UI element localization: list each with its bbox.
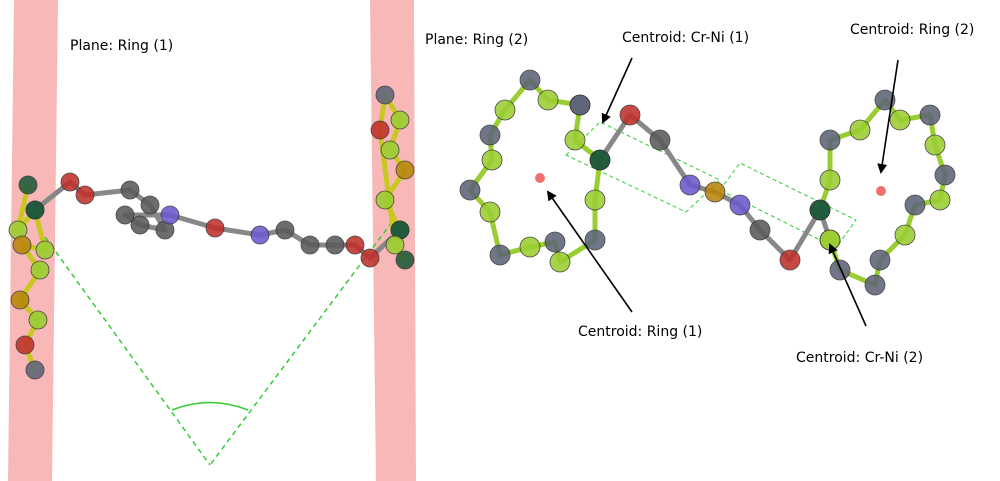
atom [590,150,610,170]
atom [376,191,394,209]
atom [460,180,480,200]
atom [361,249,379,267]
label: Centroid: Cr-Ni (1) [622,30,749,46]
angle-arc [172,403,248,411]
atom [326,236,344,254]
figure: Plane: Ring (1) Plane: Ring (2) Centroid… [0,0,1000,481]
atom [13,236,31,254]
atom [482,150,502,170]
atom [895,225,915,245]
atom [935,165,955,185]
atom [346,236,364,254]
atom [570,95,590,115]
atom [26,361,44,379]
atom [680,175,700,195]
atom [161,206,179,224]
atom [206,219,224,237]
atom [650,130,670,150]
atom [545,232,565,252]
label: Centroid: Ring (2) [850,22,974,38]
atom [16,336,34,354]
atom [750,220,770,240]
atom [820,170,840,190]
atom [810,200,830,220]
atom [870,250,890,270]
atom [61,173,79,191]
atom [396,251,414,269]
atom [376,86,394,104]
atom [620,105,640,125]
atom [11,291,29,309]
atom [371,121,389,139]
label: Plane: Ring (2) [425,32,528,48]
atom [565,130,585,150]
atom [301,236,319,254]
atom [890,110,910,130]
centroid-dot [535,173,545,183]
atom [381,141,399,159]
arrow [830,245,866,326]
label: Centroid: Ring (1) [578,324,702,340]
atom [495,100,515,120]
atom [76,186,94,204]
normal-line [40,230,210,465]
atom [19,176,37,194]
atom [480,202,500,222]
atom [550,252,570,272]
atom [850,120,870,140]
atom [820,230,840,250]
atom [386,236,404,254]
atom [930,190,950,210]
centroid-dot [876,186,886,196]
label: Centroid: Cr-Ni (2) [796,350,923,366]
atom [480,125,500,145]
atom [705,182,725,202]
atom [31,261,49,279]
atom [905,195,925,215]
atom [121,181,139,199]
atom [396,161,414,179]
atom [820,130,840,150]
atom [141,196,159,214]
atom [520,70,540,90]
atom [925,135,945,155]
atom [730,195,750,215]
label: Plane: Ring (1) [70,38,173,54]
atom [920,105,940,125]
atom [585,190,605,210]
atom [585,230,605,250]
atom [276,221,294,239]
atom [780,250,800,270]
atom [131,216,149,234]
atom [490,245,510,265]
atom [116,206,134,224]
atom [251,226,269,244]
atom [830,260,850,280]
atom [865,275,885,295]
atom [26,201,44,219]
atom [520,237,540,257]
atom [29,311,47,329]
atom [36,241,54,259]
atom [391,111,409,129]
atom [538,90,558,110]
